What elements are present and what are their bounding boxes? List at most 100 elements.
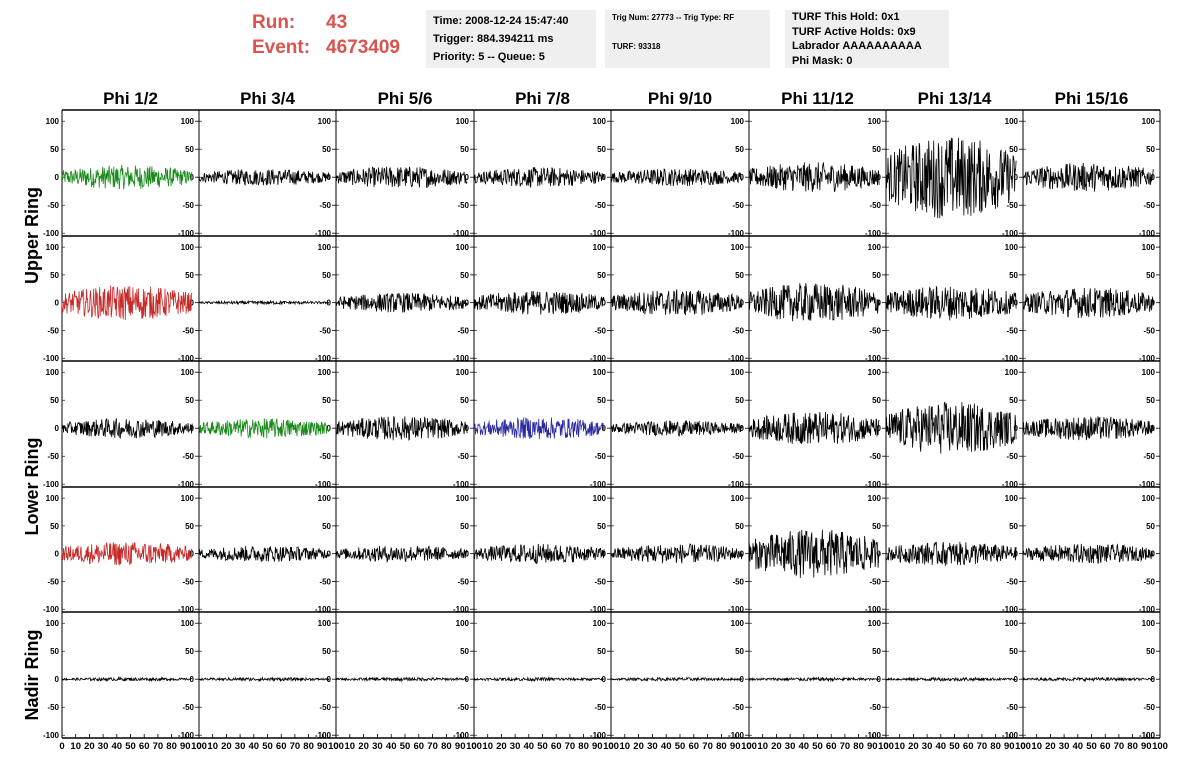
x-tick-label: 0 [1020, 741, 1025, 752]
x-tick-label: 80 [166, 741, 177, 752]
x-tick-label: 100 [878, 741, 894, 752]
y-tick-label: 100 [1142, 494, 1156, 503]
y-tick-label: -100 [315, 731, 332, 740]
waveform-trace [198, 299, 330, 306]
y-tick-label: -50 [1006, 577, 1018, 586]
waveform-trace [335, 545, 468, 563]
y-tick-label: 0 [190, 675, 195, 684]
y-tick-label: 0 [55, 424, 60, 433]
y-tick-label: -50 [47, 452, 59, 461]
y-tick-label: -100 [1139, 605, 1156, 614]
waveform-trace [473, 290, 605, 315]
y-tick-label: -50 [47, 703, 59, 712]
waveform-trace [748, 411, 880, 445]
x-tick-label: 100 [191, 741, 207, 752]
x-tick-label: 10 [620, 741, 631, 752]
y-tick-label: 100 [181, 117, 195, 126]
x-tick-label: 50 [812, 741, 823, 752]
x-tick-label: 80 [578, 741, 589, 752]
y-tick-label: 100 [593, 494, 607, 503]
x-tick-label: 10 [207, 741, 218, 752]
x-tick-label: 90 [180, 741, 191, 752]
y-tick-label: 100 [731, 619, 745, 628]
x-tick-label: 70 [840, 741, 851, 752]
x-tick-label: 30 [647, 741, 658, 752]
y-tick-label: -100 [178, 354, 195, 363]
y-tick-label: 100 [868, 494, 882, 503]
y-tick-label: 100 [868, 117, 882, 126]
y-tick-label: 0 [740, 173, 745, 182]
y-tick-label: 0 [327, 424, 332, 433]
y-tick-label: 100 [318, 117, 332, 126]
x-tick-label: 10 [894, 741, 905, 752]
waveform-trace [1022, 287, 1154, 318]
y-tick-label: -50 [457, 201, 469, 210]
y-tick-label: -100 [590, 731, 607, 740]
y-tick-label: 100 [1142, 619, 1156, 628]
x-tick-label: 0 [746, 741, 751, 752]
y-tick-label: -100 [178, 229, 195, 238]
waveform-trace [61, 285, 193, 320]
waveform-trace [335, 415, 468, 442]
y-tick-label: 0 [327, 550, 332, 559]
y-tick-label: 100 [456, 619, 470, 628]
column-title: Phi 5/6 [378, 89, 433, 108]
waveform-trace [885, 286, 1017, 321]
y-tick-label: -50 [319, 577, 331, 586]
x-tick-label: 90 [867, 741, 878, 752]
waveform-trace [473, 676, 605, 683]
waveform-trace [473, 417, 605, 440]
y-tick-label: -50 [47, 326, 59, 335]
y-tick-label: 100 [456, 494, 470, 503]
y-tick-label: 100 [1005, 368, 1019, 377]
x-tick-label: 100 [1152, 741, 1168, 752]
waveform-trace [198, 418, 330, 439]
y-tick-label: 50 [322, 145, 331, 154]
waveform-trace [885, 541, 1017, 566]
y-tick-label: 50 [185, 145, 194, 154]
y-tick-label: -50 [594, 201, 606, 210]
y-tick-label: -50 [732, 326, 744, 335]
waveform-trace [61, 542, 193, 566]
turf-line: TURF: 93318 [612, 42, 661, 51]
y-tick-label: -100 [865, 605, 882, 614]
y-tick-label: 50 [735, 396, 744, 405]
y-tick-label: -100 [728, 605, 745, 614]
waveform-trace [748, 283, 880, 322]
waveform-trace [198, 169, 330, 186]
y-tick-label: -100 [590, 229, 607, 238]
y-tick-label: 0 [190, 550, 195, 559]
x-tick-label: 20 [771, 741, 782, 752]
y-tick-label: 100 [731, 243, 745, 252]
y-tick-label: 50 [1009, 396, 1018, 405]
y-tick-label: 50 [50, 145, 59, 154]
y-tick-label: 50 [460, 647, 469, 656]
y-tick-label: 100 [1142, 368, 1156, 377]
y-tick-label: 50 [322, 647, 331, 656]
y-tick-label: -100 [315, 480, 332, 489]
waveform-trace [610, 168, 743, 187]
y-tick-label: 50 [50, 396, 59, 405]
x-tick-label: 30 [1059, 741, 1070, 752]
x-tick-label: 20 [358, 741, 369, 752]
x-tick-label: 100 [603, 741, 619, 752]
y-tick-label: 0 [1151, 675, 1156, 684]
y-tick-label: 100 [731, 494, 745, 503]
x-tick-label: 0 [196, 741, 201, 752]
y-tick-label: 50 [1146, 522, 1155, 531]
y-tick-label: 50 [322, 396, 331, 405]
y-tick-label: 50 [597, 145, 606, 154]
y-tick-label: -100 [453, 354, 470, 363]
x-tick-label: 0 [608, 741, 613, 752]
y-tick-label: -100 [43, 229, 60, 238]
y-tick-label: -50 [457, 326, 469, 335]
y-tick-label: 100 [1005, 494, 1019, 503]
x-tick-label: 0 [59, 741, 64, 752]
waveform-trace [1023, 676, 1154, 683]
x-tick-label: 50 [1086, 741, 1097, 752]
y-tick-label: -100 [43, 731, 60, 740]
y-tick-label: 0 [602, 675, 607, 684]
waveform-trace [1022, 162, 1154, 192]
ring-label: Nadir Ring [22, 629, 42, 720]
y-tick-label: 0 [602, 424, 607, 433]
